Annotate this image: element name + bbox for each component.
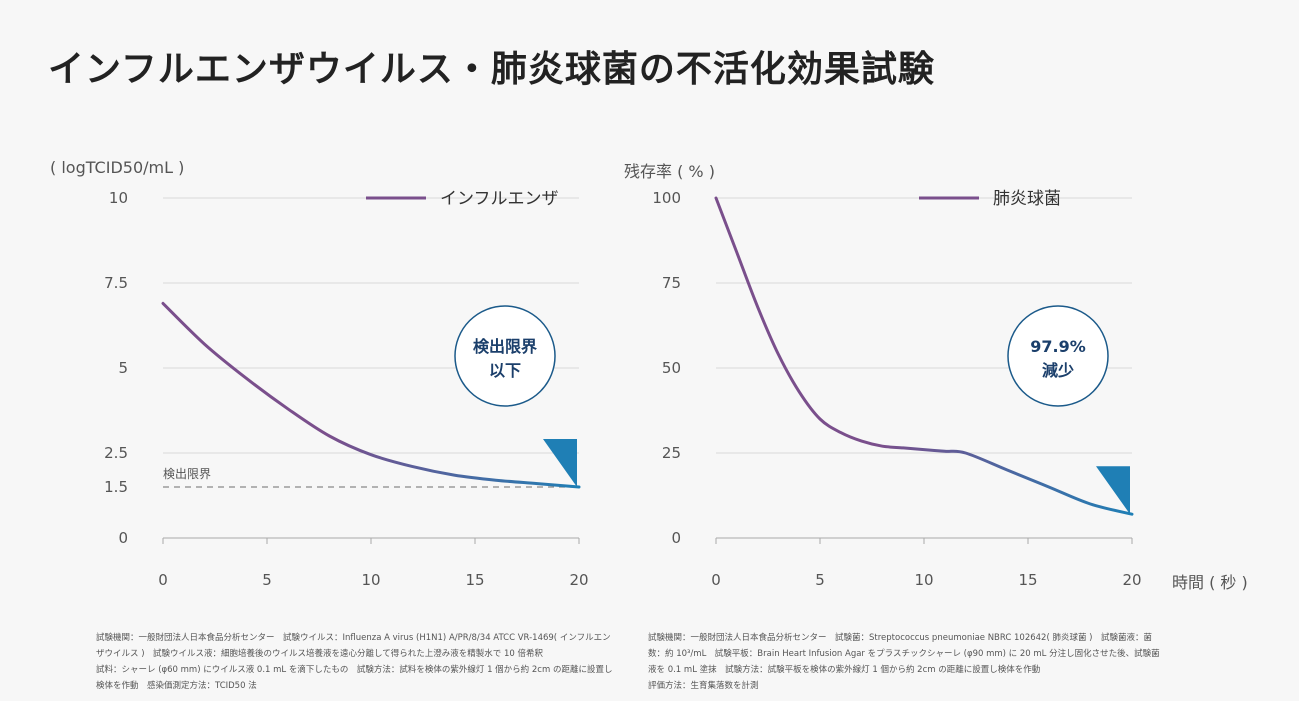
- callout-circle: [454, 305, 556, 407]
- right-note-line: 評価方法：生育集落数を計測: [648, 681, 759, 691]
- right-y-unit-label: 残存率 ( % ): [624, 162, 715, 181]
- y-tick-label: 50: [662, 359, 681, 377]
- x-tick-label: 15: [1018, 571, 1037, 589]
- y-tick-label: 100: [652, 189, 681, 207]
- x-tick-label: 20: [1122, 571, 1141, 589]
- x-tick-label: 10: [914, 571, 933, 589]
- detection-limit-label: 検出限界: [163, 467, 211, 481]
- left-note-line: 試験機関：一般財団法人日本食品分析センター 試験ウイルス：Influenza A…: [96, 633, 611, 659]
- series-line: [714, 196, 1134, 516]
- callout-text: 以下: [489, 361, 521, 380]
- y-tick-label: 75: [662, 274, 681, 292]
- y-tick-label: 0: [118, 529, 128, 547]
- callout-text: 検出限界: [473, 337, 537, 356]
- callout-text: 減少: [1042, 361, 1074, 380]
- callout-circle: [1007, 305, 1109, 407]
- right-x-unit-label: 時間 ( 秒 ): [1172, 573, 1248, 592]
- right-note-line: 試験機関：一般財団法人日本食品分析センター 試験菌：Streptococcus …: [648, 633, 1160, 675]
- x-tick-label: 5: [815, 571, 825, 589]
- reduction-arrow-head: [543, 439, 577, 487]
- legend-label: インフルエンザ: [440, 189, 559, 209]
- y-tick-label: 0: [671, 529, 681, 547]
- y-tick-label: 25: [662, 444, 681, 462]
- y-tick-label: 1.5: [104, 478, 128, 496]
- legend-label: 肺炎球菌: [993, 189, 1061, 209]
- page-title: インフルエンザウイルス・肺炎球菌の不活化効果試験: [48, 49, 935, 90]
- x-tick-label: 15: [465, 571, 484, 589]
- y-tick-label: 5: [118, 359, 128, 377]
- x-tick-label: 20: [569, 571, 588, 589]
- left-note-line: 試料：シャーレ (φ60 mm) にウイルス液 0.1 mL を滴下したもの 試…: [96, 665, 613, 691]
- left-y-unit-label: ( logTCID50/mL ): [50, 158, 185, 177]
- y-tick-label: 2.5: [104, 444, 128, 462]
- callout-text: 97.9%: [1030, 337, 1086, 356]
- series-line: [161, 301, 581, 489]
- right-test-notes: 試験機関：一般財団法人日本食品分析センター 試験菌：Streptococcus …: [648, 630, 1168, 694]
- x-tick-label: 0: [158, 571, 168, 589]
- y-tick-label: 7.5: [104, 274, 128, 292]
- y-tick-label: 10: [109, 189, 128, 207]
- reduction-arrow-head: [1096, 466, 1130, 515]
- left-test-notes: 試験機関：一般財団法人日本食品分析センター 試験ウイルス：Influenza A…: [96, 630, 616, 694]
- x-tick-label: 5: [262, 571, 272, 589]
- x-tick-label: 0: [711, 571, 721, 589]
- x-tick-label: 10: [361, 571, 380, 589]
